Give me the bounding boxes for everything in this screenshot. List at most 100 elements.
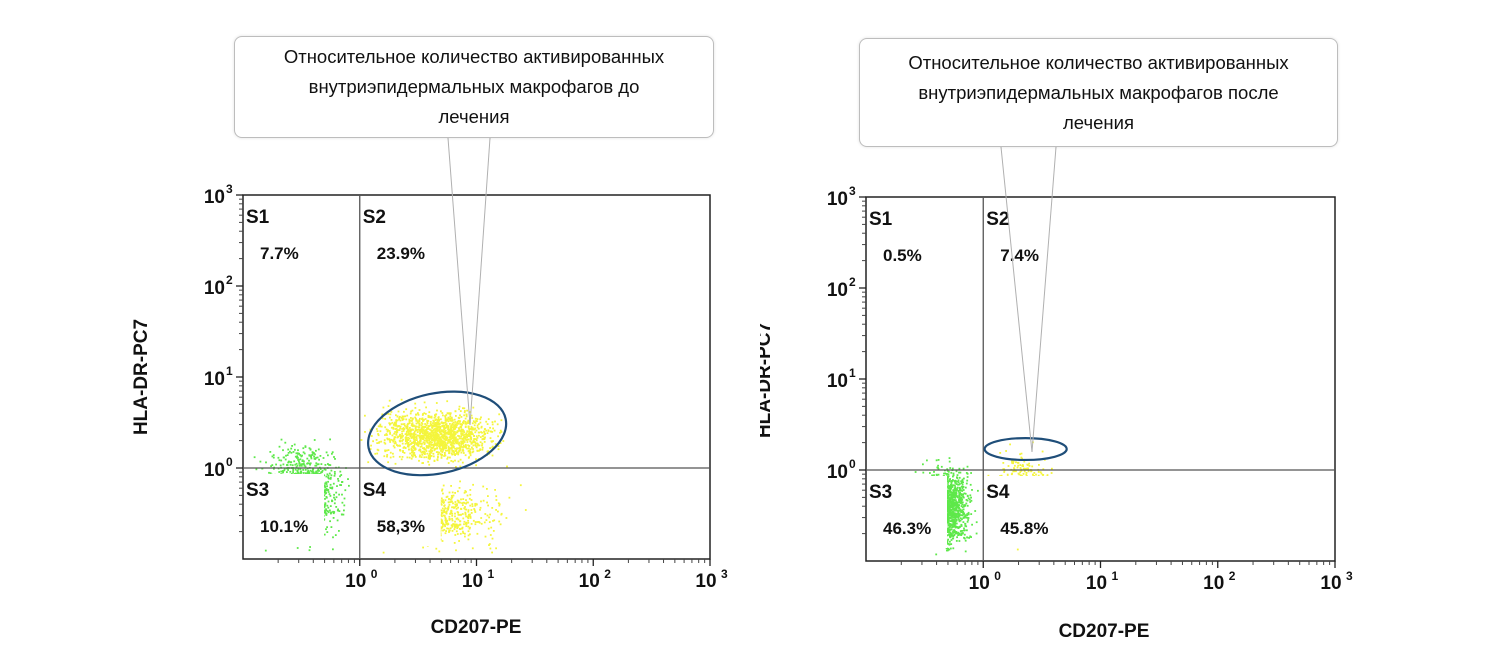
event-dot [437, 421, 440, 424]
event-dot [331, 500, 333, 503]
event-dot [474, 523, 477, 526]
quadrant-name: S4 [363, 480, 387, 501]
event-dot [393, 437, 396, 440]
event-dot [460, 433, 463, 436]
event-dot [403, 410, 405, 413]
event-dot [367, 461, 370, 464]
event-dot [324, 511, 327, 514]
event-dot [435, 429, 438, 432]
event-dot [964, 504, 967, 507]
event-dot [466, 430, 469, 433]
event-dot [386, 449, 388, 452]
event-dot [945, 547, 948, 550]
event-dot [468, 427, 470, 430]
event-dot [953, 529, 956, 531]
event-dot [338, 510, 341, 512]
event-dot [327, 500, 330, 503]
event-dot [326, 473, 329, 476]
event-dot [438, 422, 441, 425]
event-dot [396, 419, 399, 422]
event-dot [946, 504, 949, 507]
event-dot [432, 446, 435, 449]
event-dot [446, 400, 449, 403]
event-dot [953, 490, 955, 492]
event-dot [949, 467, 952, 469]
event-dot [462, 422, 465, 425]
event-dot [948, 487, 951, 490]
event-dot [495, 499, 498, 501]
event-dot [455, 431, 458, 434]
event-dot [457, 518, 460, 521]
event-dot [314, 453, 316, 456]
event-dot [951, 533, 953, 535]
event-dot [449, 513, 451, 515]
event-dot [423, 442, 426, 444]
event-dot [308, 459, 310, 462]
event-dot [435, 425, 437, 428]
event-dot [957, 483, 960, 486]
event-dot [399, 445, 401, 447]
event-dot [955, 483, 958, 485]
event-dot [444, 499, 447, 502]
event-dot [442, 429, 444, 432]
event-dot [379, 430, 382, 433]
event-dot [952, 516, 954, 519]
event-dot [469, 448, 472, 451]
event-dot [421, 434, 424, 437]
event-dot [960, 480, 962, 483]
event-dot [430, 446, 433, 449]
event-dot [963, 477, 965, 480]
event-dot [424, 434, 426, 437]
event-dot [428, 411, 431, 414]
event-dot [426, 431, 429, 433]
event-dot [449, 501, 451, 504]
event-dot [377, 433, 379, 435]
event-dot [431, 437, 433, 440]
event-dot [429, 421, 432, 423]
event-dot [408, 448, 410, 451]
event-dot [975, 532, 978, 535]
event-dot [388, 439, 391, 442]
event-dot [332, 512, 335, 515]
event-dot [469, 432, 471, 435]
event-dot [370, 444, 372, 447]
event-dot [949, 485, 951, 487]
event-dot [295, 472, 297, 475]
event-dot [297, 453, 299, 455]
event-dot [318, 470, 320, 472]
event-dot [454, 512, 456, 515]
event-dot [418, 442, 421, 445]
event-dot [414, 425, 417, 428]
event-dot [278, 459, 281, 462]
event-dot [479, 506, 482, 509]
event-dot [414, 441, 416, 444]
event-dot [427, 426, 430, 428]
event-dot [453, 428, 455, 431]
event-dot [326, 485, 328, 488]
event-dot [953, 498, 955, 501]
event-dot [437, 453, 439, 456]
event-dot [335, 496, 338, 499]
event-dot [960, 497, 963, 500]
event-dot [451, 500, 453, 503]
event-dot [289, 463, 292, 466]
event-dot [954, 512, 957, 515]
event-dot [401, 428, 403, 430]
event-dot [956, 486, 959, 489]
event-dot [401, 435, 404, 438]
event-dot [505, 517, 508, 519]
event-dot [960, 497, 962, 500]
event-dot [452, 435, 455, 438]
event-dot [448, 432, 450, 435]
event-dot [454, 432, 457, 435]
event-dot [457, 460, 460, 463]
event-dot [460, 423, 462, 425]
event-dot [440, 439, 443, 442]
event-dot [447, 428, 449, 431]
event-dot [425, 440, 428, 442]
event-dot [418, 419, 421, 422]
event-dot [412, 449, 415, 452]
event-dot [296, 455, 299, 458]
event-dot [326, 526, 328, 529]
event-dot [408, 420, 411, 423]
